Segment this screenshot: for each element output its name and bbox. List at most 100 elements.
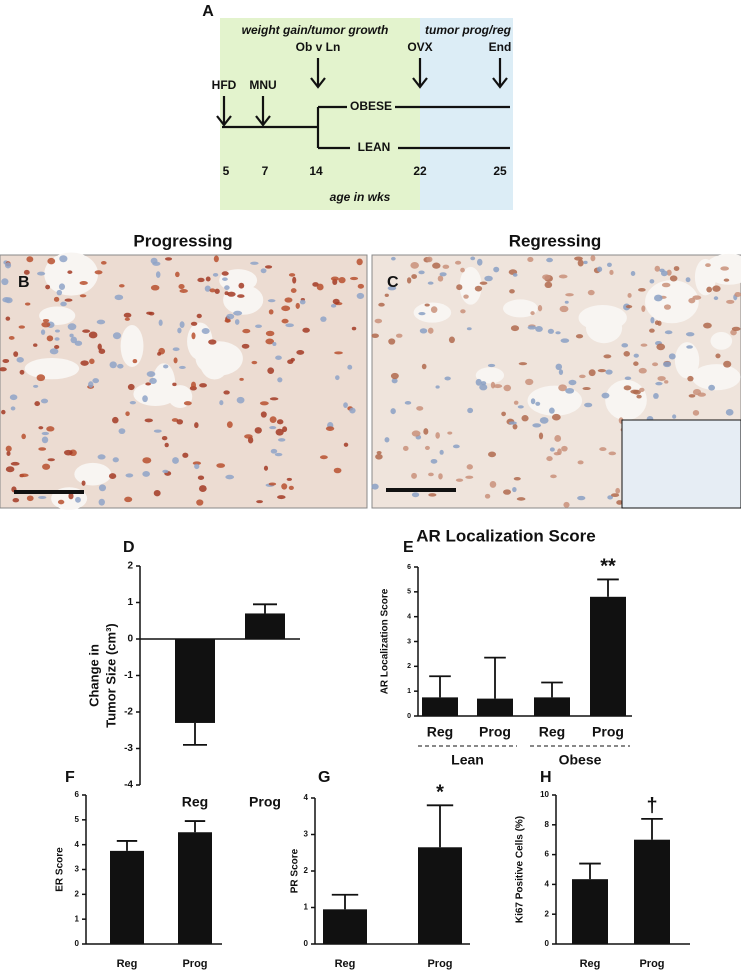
texture: [0, 252, 741, 510]
nucleus: [477, 258, 483, 266]
nucleus: [731, 326, 741, 332]
bar: [323, 909, 367, 944]
branch-label: LEAN: [358, 140, 391, 154]
nucleus: [654, 265, 661, 272]
lumen: [692, 364, 741, 391]
y-axis-label: Change in: [86, 644, 101, 707]
nucleus: [371, 483, 379, 490]
nucleus: [272, 341, 277, 347]
axis-label: age in wks: [330, 190, 391, 204]
nucleus: [281, 305, 291, 312]
nucleus: [655, 381, 663, 386]
nucleus: [657, 320, 662, 326]
nucleus: [447, 431, 453, 435]
nucleus: [726, 299, 735, 304]
nucleus: [419, 328, 428, 334]
nucleus: [114, 294, 124, 301]
nucleus: [639, 387, 645, 393]
nucleus: [623, 385, 632, 391]
nucleus: [527, 256, 534, 263]
scale-bar: [14, 490, 84, 494]
nucleus: [47, 458, 55, 462]
y-axis-label: Tumor Size (cm³): [103, 623, 118, 728]
nucleus: [395, 333, 403, 338]
nucleus: [713, 296, 719, 301]
nucleus: [640, 343, 648, 347]
nucleus: [375, 453, 383, 460]
nucleus: [559, 305, 569, 313]
nucleus: [649, 279, 655, 284]
nucleus: [142, 457, 152, 464]
nucleus: [164, 257, 173, 261]
nucleus: [285, 323, 294, 328]
y-tick-label: -2: [124, 707, 133, 718]
nucleus: [609, 269, 614, 275]
nucleus: [49, 348, 59, 355]
y-tick-label: 2: [75, 889, 80, 898]
nucleus: [349, 276, 359, 281]
nucleus: [286, 477, 293, 481]
significance-label: **: [600, 556, 616, 578]
nucleus: [89, 358, 95, 365]
y-tick-label: 4: [407, 614, 411, 621]
nucleus: [343, 442, 349, 447]
nucleus: [302, 327, 310, 333]
nucleus: [480, 381, 487, 386]
nucleus: [577, 495, 586, 501]
nucleus: [513, 477, 521, 481]
bar: [590, 596, 626, 716]
nucleus: [357, 283, 365, 289]
nucleus: [663, 361, 672, 368]
nucleus: [112, 416, 119, 424]
nucleus: [152, 261, 161, 266]
nucleus: [26, 495, 34, 502]
nucleus: [183, 401, 192, 406]
nucleus: [553, 451, 561, 456]
nucleus: [343, 402, 348, 408]
nucleus: [568, 379, 577, 386]
nucleus: [575, 334, 584, 339]
nucleus: [488, 451, 497, 458]
nucleus: [268, 309, 274, 315]
nucleus: [669, 275, 678, 282]
nucleus: [41, 431, 50, 436]
nucleus: [214, 288, 220, 294]
nucleus: [163, 364, 169, 369]
y-axis-label: PR Score: [290, 848, 301, 893]
nucleus: [560, 338, 570, 343]
nucleus: [608, 451, 617, 456]
nucleus: [264, 265, 273, 269]
nucleus: [607, 495, 613, 500]
nucleus: [391, 256, 396, 261]
nucleus: [161, 435, 168, 441]
nucleus: [652, 362, 659, 367]
nucleus: [706, 286, 713, 293]
nucleus: [521, 415, 529, 422]
nucleus: [234, 319, 240, 325]
nucleus: [435, 385, 440, 389]
micrograph-title: Regressing: [509, 231, 602, 250]
nucleus: [510, 325, 520, 332]
nucleus: [59, 255, 68, 263]
nucleus: [201, 327, 210, 334]
nucleus: [216, 463, 226, 468]
nucleus: [288, 485, 294, 490]
nucleus: [9, 394, 18, 401]
nucleus: [4, 262, 12, 269]
x-tick-label: Reg: [182, 794, 208, 810]
nucleus: [588, 369, 596, 377]
nucleus: [281, 318, 289, 324]
nucleus: [493, 266, 500, 273]
nucleus: [630, 389, 639, 394]
nucleus: [430, 306, 438, 313]
nucleus: [579, 374, 586, 379]
bar: [175, 639, 215, 723]
nucleus: [334, 351, 343, 355]
nucleus: [46, 335, 54, 342]
nucleus: [705, 263, 711, 268]
nucleus: [81, 480, 86, 486]
nucleus: [554, 435, 562, 442]
nucleus: [194, 463, 200, 470]
nucleus: [74, 340, 83, 346]
nucleus: [172, 457, 179, 464]
